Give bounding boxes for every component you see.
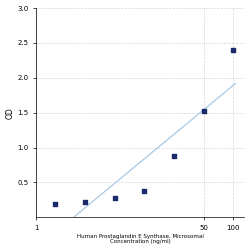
Point bbox=[172, 154, 176, 158]
Point bbox=[112, 196, 116, 200]
Y-axis label: OD: OD bbox=[6, 107, 15, 118]
Point bbox=[231, 48, 235, 52]
Point bbox=[202, 109, 205, 113]
Point bbox=[142, 189, 146, 193]
Point bbox=[53, 202, 57, 206]
X-axis label: Human Prostaglandin E Synthase, Microsomal
Concentration (ng/ml): Human Prostaglandin E Synthase, Microsom… bbox=[77, 234, 204, 244]
Point bbox=[83, 200, 87, 204]
